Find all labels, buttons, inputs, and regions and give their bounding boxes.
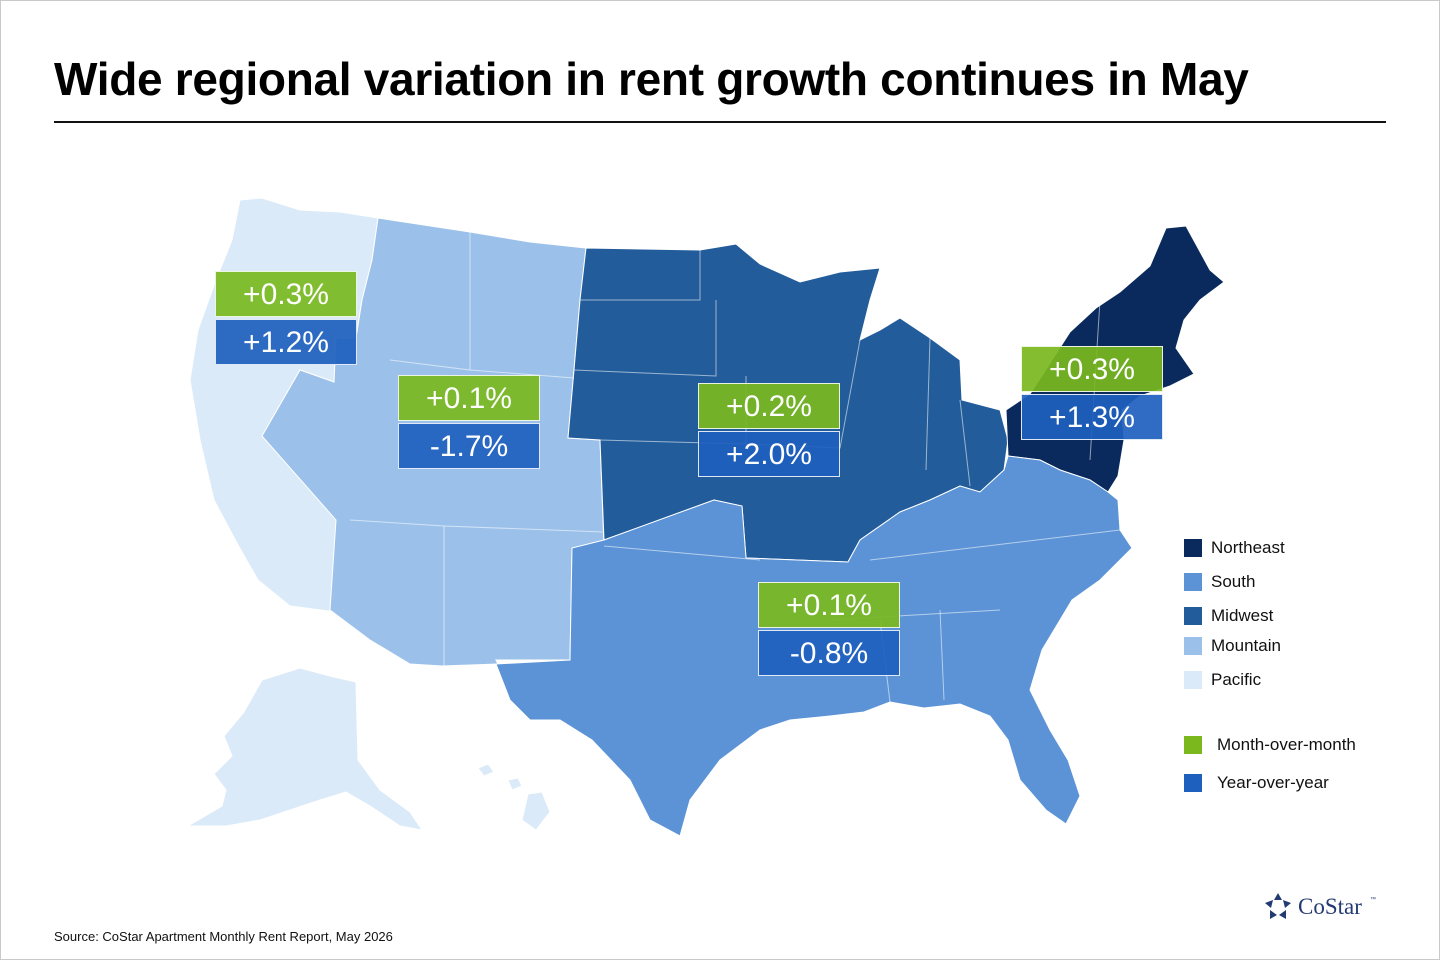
callout-mountain: +0.1% -1.7% [398,375,540,469]
legend-label-northeast: Northeast [1211,538,1285,557]
legend-swatch-year-over-year [1184,774,1202,792]
callout-pacific: +0.3% +1.2% [215,271,357,365]
region-hawaii [477,763,551,831]
northeast-mom-value: +0.3% [1021,346,1163,392]
legend-swatch-northeast [1184,539,1202,557]
legend-label-pacific: Pacific [1211,670,1262,689]
callout-south: +0.1% -0.8% [758,582,900,676]
legend-swatch-midwest [1184,607,1202,625]
pacific-mom-value: +0.3% [215,271,357,317]
legend-swatch-south [1184,573,1202,591]
mountain-yoy-value: -1.7% [398,423,540,469]
costar-wordmark: CoStar [1298,894,1362,919]
legend-swatch-month-over-month [1184,736,1202,754]
callout-northeast: +0.3% +1.3% [1021,346,1163,440]
legend-label-south: South [1211,572,1256,591]
legend-label-midwest: Midwest [1211,606,1274,625]
south-mom-value: +0.1% [758,582,900,628]
region-alaska [186,667,424,831]
legend-swatch-pacific [1184,671,1202,689]
title-divider [54,121,1386,123]
costar-trademark: ™ [1370,897,1376,903]
costar-star-icon [1265,893,1291,919]
midwest-yoy-value: +2.0% [698,431,840,477]
legend-label-month-over-month: Month-over-month [1217,735,1356,754]
northeast-yoy-value: +1.3% [1021,394,1163,440]
slide-title: Wide regional variation in rent growth c… [54,53,1249,105]
legend-label-mountain: Mountain [1211,636,1281,655]
legend-swatch-mountain [1184,637,1202,655]
pacific-yoy-value: +1.2% [215,319,357,365]
midwest-mom-value: +0.2% [698,383,840,429]
mountain-mom-value: +0.1% [398,375,540,421]
legend-label-year-over-year: Year-over-year [1217,773,1329,792]
callout-midwest: +0.2% +2.0% [698,383,840,477]
costar-logo: CoStar ™ [1262,891,1382,925]
south-yoy-value: -0.8% [758,630,900,676]
source-note: Source: CoStar Apartment Monthly Rent Re… [54,929,393,944]
